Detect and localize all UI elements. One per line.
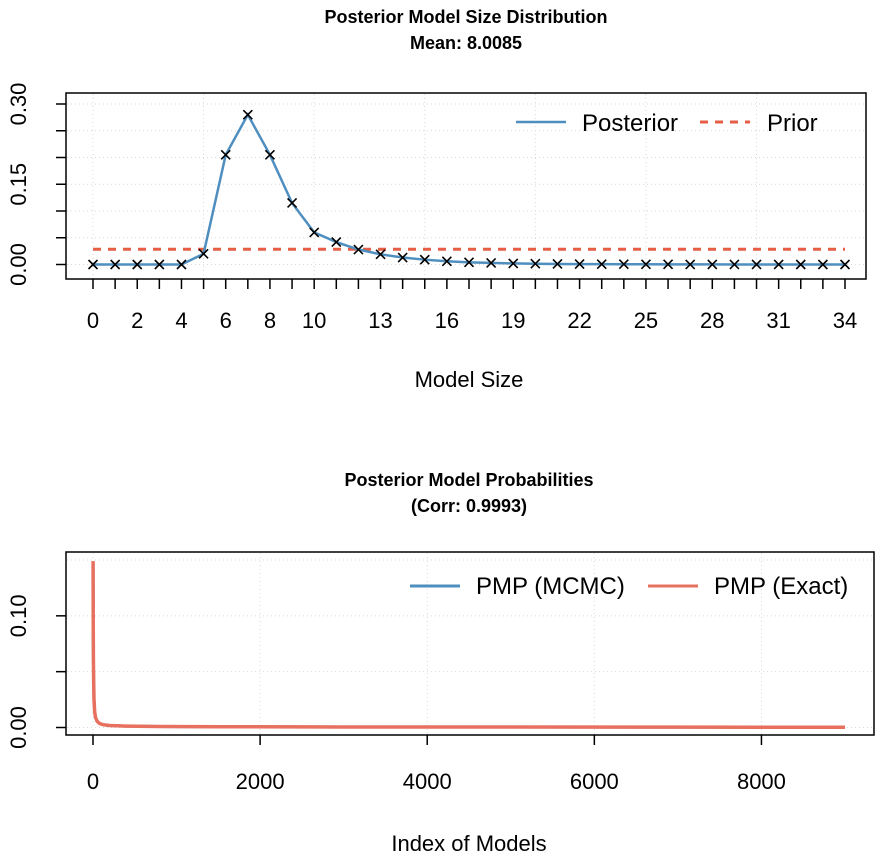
posterior-point [773, 259, 784, 270]
posterior-point [751, 259, 762, 270]
chart1-y-tick-label: 0.15 [6, 163, 31, 206]
posterior-point [817, 259, 828, 270]
posterior-line [93, 112, 845, 266]
posterior-point [662, 259, 674, 270]
chart1-title: Posterior Model Size Distribution [324, 7, 607, 27]
posterior-point [220, 149, 231, 160]
chart1-x-tick-label: 2 [131, 308, 143, 333]
posterior-point [353, 244, 364, 255]
posterior-point [685, 259, 696, 270]
posterior-point [264, 149, 276, 160]
chart1-x-ticks: 0 2 4 6 8 10 13 16 19 22 25 28 31 34 [87, 279, 857, 333]
pmp-exact-line [91, 561, 846, 730]
chart1-x-tick-label: 31 [766, 308, 790, 333]
model-probabilities-chart: Posterior Model Probabilities (Corr: 0.9… [6, 470, 875, 856]
posterior-point [87, 259, 99, 270]
posterior-point [530, 258, 541, 269]
chart2-y-ticks: 0.00 0.10 [6, 594, 66, 749]
chart2-x-ticks: 0 2000 4000 6000 8000 [87, 735, 786, 794]
posterior-point [640, 259, 652, 270]
chart2-x-tick-label: 2000 [236, 769, 285, 794]
posterior-point [242, 109, 253, 120]
legend-label-pmp-mcmc: PMP (MCMC) [476, 573, 625, 600]
posterior-point [331, 236, 342, 248]
posterior-markers [87, 109, 851, 270]
chart1-y-tick-label: 0.00 [6, 243, 31, 286]
chart1-x-tick-label: 10 [302, 308, 326, 333]
chart1-y-tick-label: 0.30 [6, 83, 31, 126]
chart2-subtitle: (Corr: 0.9993) [411, 496, 527, 516]
posterior-point [198, 248, 209, 259]
chart1-x-tick-label: 25 [634, 308, 658, 333]
posterior-point [397, 252, 408, 263]
chart2-y-tick-label: 0.00 [6, 706, 31, 749]
posterior-point [286, 197, 298, 209]
posterior-point [309, 227, 320, 238]
chart1-x-tick-label: 22 [567, 308, 591, 333]
posterior-point [132, 259, 143, 270]
chart1-plot-frame [65, 92, 867, 280]
chart1-legend: Posterior Prior [516, 110, 818, 137]
posterior-point [795, 259, 806, 270]
posterior-point [375, 249, 386, 260]
chart1-x-tick-label: 16 [435, 308, 459, 333]
model-size-chart: Posterior Model Size Distribution Mean: … [6, 7, 867, 392]
chart2-x-tick-label: 8000 [737, 769, 786, 794]
chart1-x-tick-label: 19 [501, 308, 525, 333]
posterior-point [486, 257, 497, 268]
chart1-y-ticks: 0.00 0.15 0.30 [6, 83, 66, 286]
chart2-x-tick-label: 6000 [570, 769, 619, 794]
chart1-x-tick-label: 4 [175, 308, 187, 333]
posterior-point [463, 257, 475, 268]
chart2-legend: PMP (MCMC) PMP (Exact) [410, 573, 848, 600]
chart2-x-tick-label: 4000 [403, 769, 452, 794]
posterior-point [154, 259, 165, 270]
chart2-x-axis-label: Index of Models [391, 831, 546, 856]
chart1-subtitle: Mean: 8.0085 [410, 33, 522, 53]
chart1-x-tick-label: 34 [833, 308, 857, 333]
chart1-grid [67, 94, 865, 278]
posterior-point [618, 259, 629, 270]
posterior-point [596, 259, 607, 270]
chart2-y-tick-label: 0.10 [6, 594, 31, 637]
posterior-point [508, 258, 519, 269]
chart1-x-tick-label: 0 [87, 308, 99, 333]
posterior-series [93, 112, 845, 266]
posterior-point [574, 259, 585, 270]
chart1-x-axis-label: Model Size [415, 367, 524, 392]
pmp-exact-series [91, 561, 846, 730]
posterior-point [176, 259, 187, 270]
posterior-point [419, 254, 430, 265]
legend-label-pmp-exact: PMP (Exact) [714, 573, 848, 600]
posterior-point [729, 259, 740, 270]
chart2-plot-frame [65, 551, 875, 736]
posterior-point [707, 259, 718, 270]
posterior-point [441, 256, 452, 267]
posterior-point [839, 259, 851, 270]
chart1-x-tick-label: 8 [264, 308, 276, 333]
chart1-x-tick-label: 13 [368, 308, 392, 333]
chart2-title: Posterior Model Probabilities [344, 470, 593, 490]
chart1-x-tick-label: 28 [700, 308, 724, 333]
legend-label-posterior: Posterior [582, 110, 678, 137]
chart1-x-tick-label: 6 [220, 308, 232, 333]
legend-label-prior: Prior [767, 110, 818, 137]
posterior-point [552, 258, 563, 270]
posterior-point [110, 259, 121, 270]
chart2-x-tick-label: 0 [87, 769, 99, 794]
